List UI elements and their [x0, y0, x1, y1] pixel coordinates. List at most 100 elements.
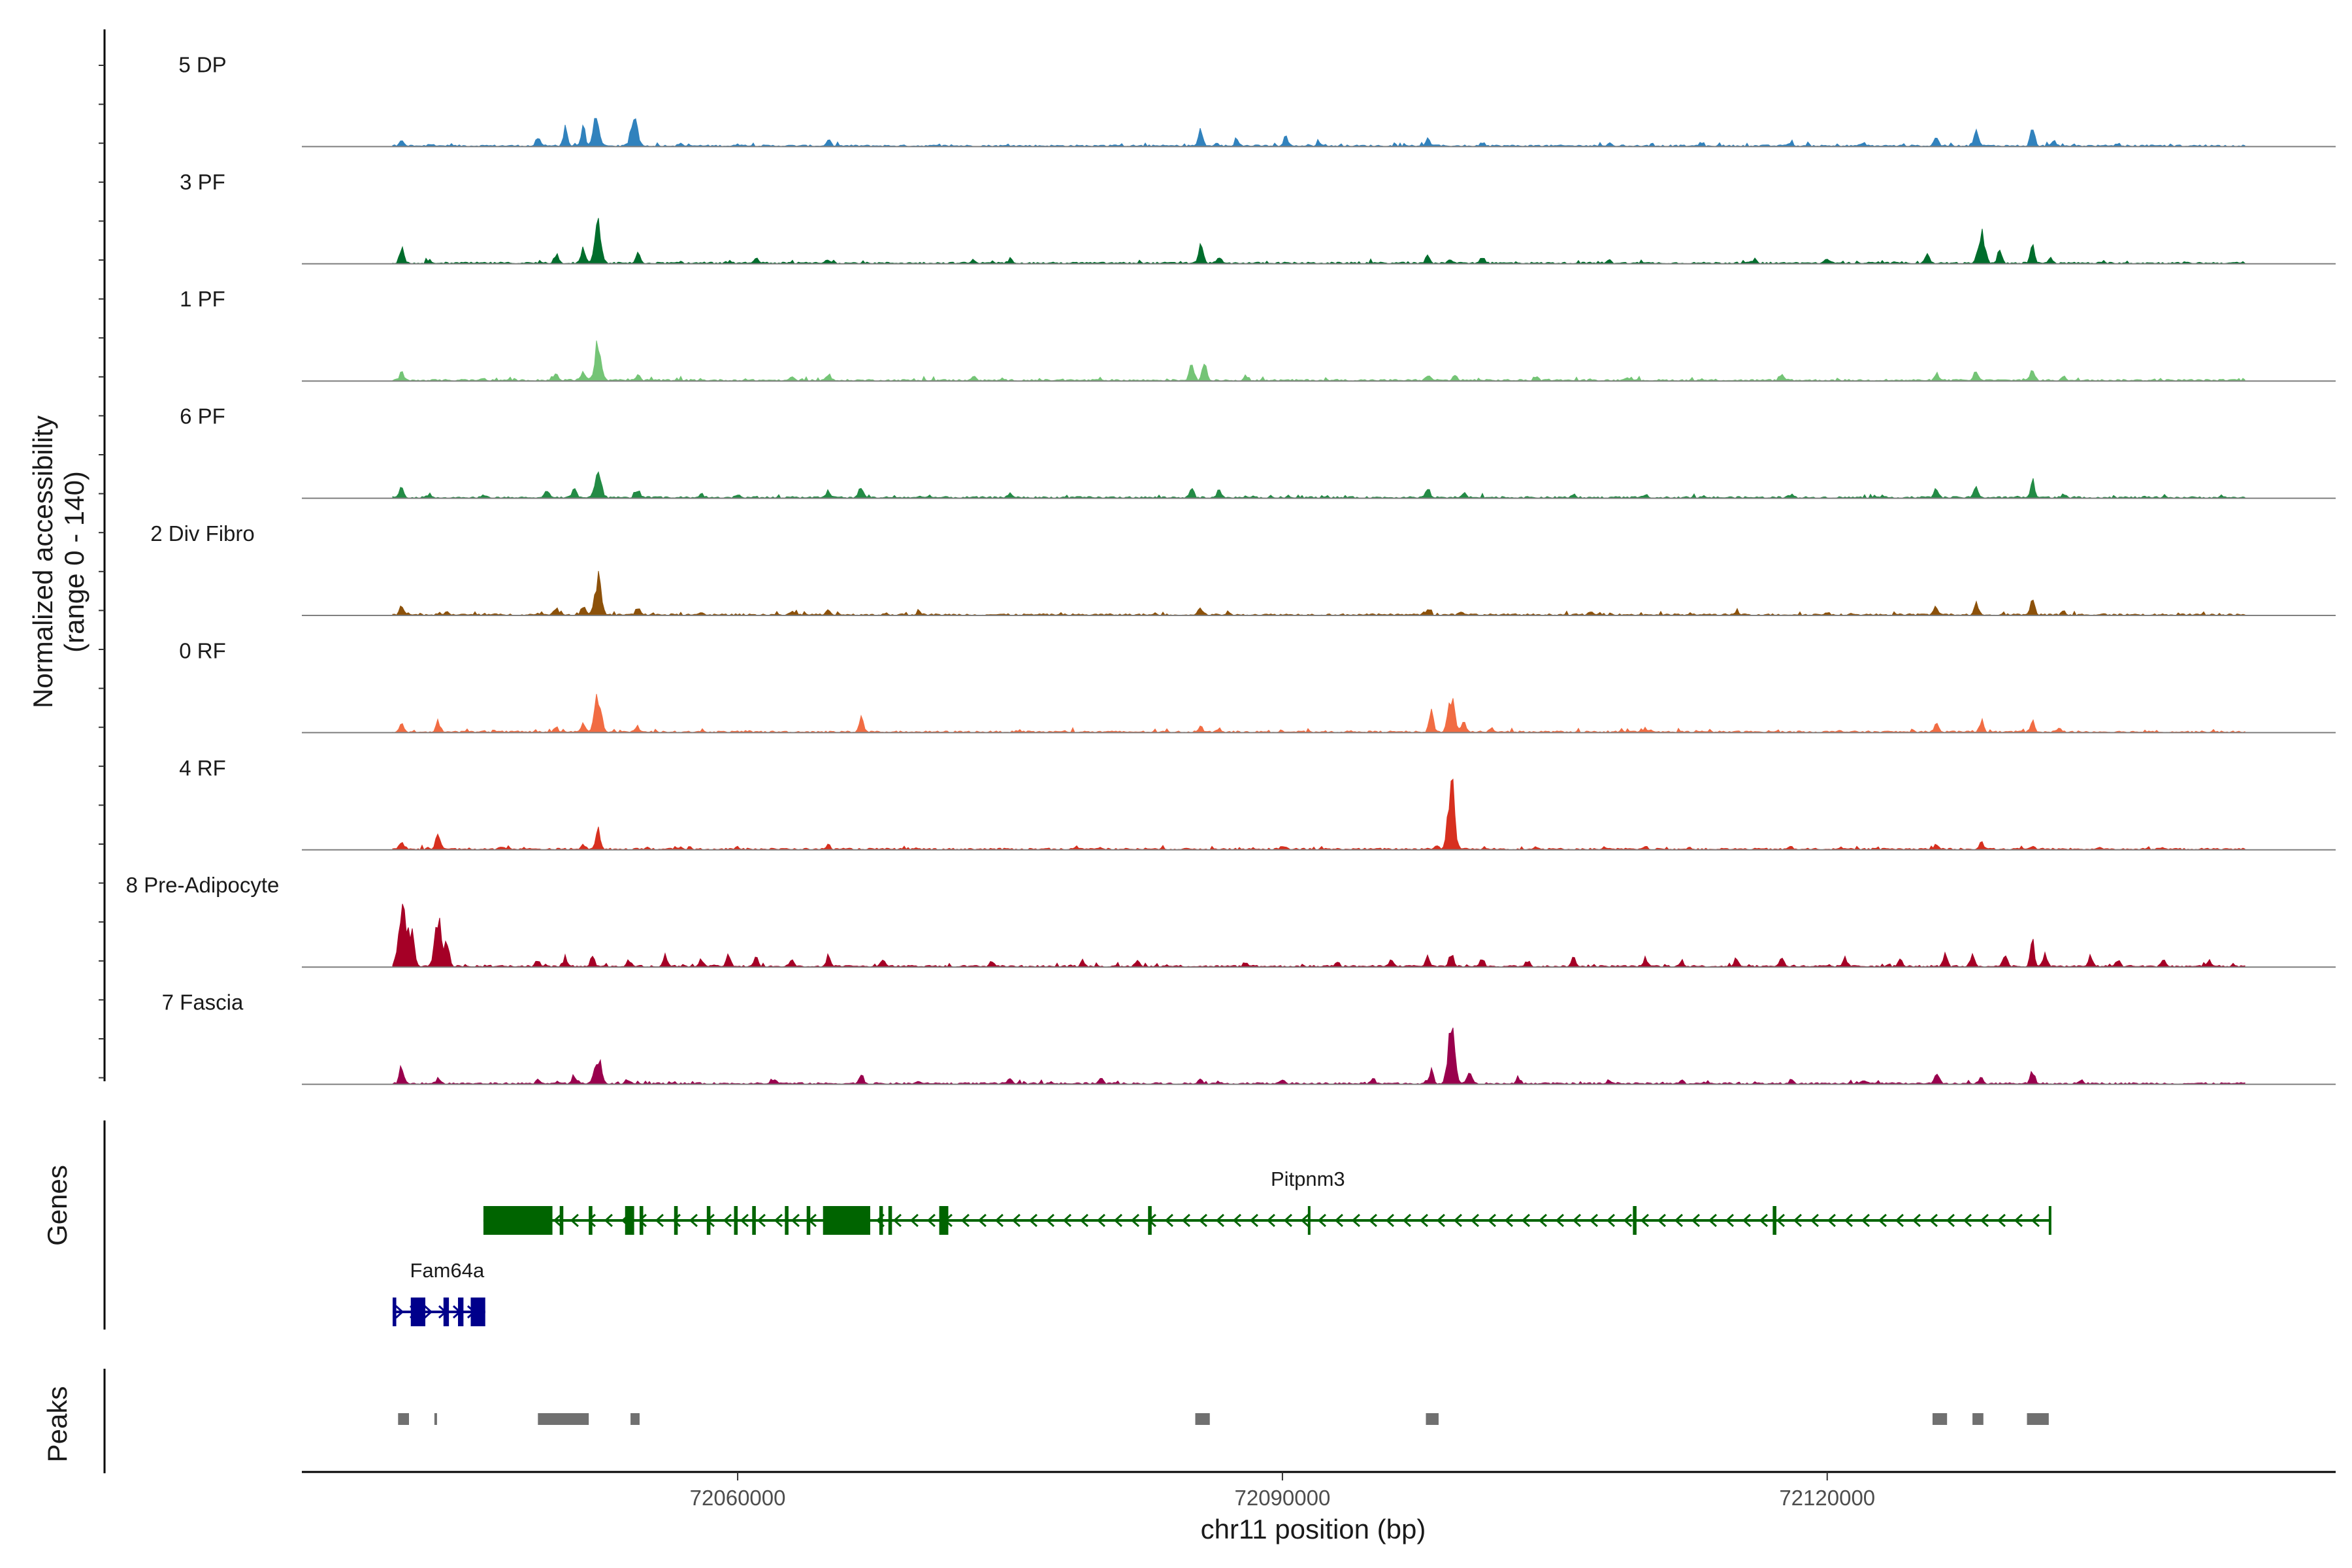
strand-arrow [1334, 1213, 1343, 1228]
strand-arrow [1436, 1213, 1445, 1228]
strand-arrow [2014, 1213, 2023, 1228]
strand-arrow [1997, 1213, 2006, 1228]
strand-arrow [1776, 1213, 1785, 1228]
strand-arrow [1266, 1213, 1275, 1228]
track-7-fascia: 7 Fascia [162, 990, 2336, 1085]
strand-arrow [1283, 1213, 1292, 1228]
strand-arrow [1895, 1213, 1904, 1228]
strand-arrow [791, 1213, 800, 1228]
peak-region [398, 1413, 409, 1425]
strand-arrow [570, 1213, 579, 1228]
gene-label: Fam64a [410, 1259, 484, 1282]
strand-arrow [1300, 1213, 1309, 1228]
strand-arrow [1929, 1213, 1938, 1228]
gene-exon [559, 1206, 564, 1235]
strand-arrow [1759, 1213, 1768, 1228]
track-label: 2 Div Fibro [150, 521, 255, 546]
strand-arrow [395, 1305, 404, 1319]
gene-exon [625, 1206, 634, 1235]
gene-exon [674, 1206, 678, 1235]
coverage-area [392, 471, 2246, 499]
peaks-track [103, 1369, 2049, 1473]
strand-arrow [1079, 1213, 1088, 1228]
strand-arrow [977, 1213, 987, 1228]
track-label: 1 PF [180, 287, 225, 311]
track-5-dp: 5 DP [178, 52, 2336, 148]
strand-arrow [723, 1213, 732, 1228]
gene-exon [483, 1206, 553, 1235]
strand-arrow [2031, 1213, 2040, 1228]
strand-arrow [909, 1213, 919, 1228]
gene-exon [734, 1206, 738, 1235]
gene-exon [706, 1206, 711, 1235]
strand-arrow [638, 1213, 647, 1228]
track-2-div-fibro: 2 Div Fibro [150, 521, 2336, 616]
strand-arrow [774, 1213, 783, 1228]
strand-arrow [655, 1213, 664, 1228]
genes-track: Pitpnm3 Fam64a [103, 1120, 2051, 1330]
strand-arrow [1640, 1213, 1649, 1228]
x-axis-title: chr11 position (bp) [1201, 1514, 1426, 1544]
track-label: 5 DP [178, 52, 226, 76]
coverage-tracks: 5 DP 3 PF 1 PF 6 PF 2 Div Fibro 0 RF 4 RF 8 Pre… [126, 52, 2336, 1085]
strand-arrow [1164, 1213, 1173, 1228]
strand-arrow [553, 1213, 562, 1228]
strand-arrow [740, 1213, 749, 1228]
peak-region [1195, 1413, 1210, 1425]
gene-exon [823, 1206, 870, 1235]
strand-arrow [672, 1213, 681, 1228]
gene-exon [1633, 1206, 1637, 1235]
gene-exon [1772, 1206, 1776, 1235]
strand-arrow [1232, 1213, 1241, 1228]
strand-arrow [1878, 1213, 1887, 1228]
strand-arrow [1912, 1213, 1921, 1228]
track-6-pf: 6 PF [180, 404, 2336, 499]
gene-exon [470, 1298, 485, 1326]
coverage-area [392, 778, 2246, 851]
genes-axis-title: Genes [42, 1165, 73, 1246]
strand-arrow [1572, 1213, 1581, 1228]
gene-exon [458, 1298, 464, 1326]
strand-arrow [1623, 1213, 1632, 1228]
coverage-area [392, 694, 2246, 734]
strand-arrow [1827, 1213, 1836, 1228]
y-axis-title-line1: Normalized accessibility [27, 416, 58, 708]
strand-arrow [1062, 1213, 1071, 1228]
track-label: 6 PF [180, 404, 225, 429]
strand-arrow [1742, 1213, 1751, 1228]
track-4-rf: 4 RF [179, 756, 2336, 851]
track-8-pre-adipocyte: 8 Pre-Adipocyte [126, 873, 2336, 968]
strand-arrow [1674, 1213, 1683, 1228]
gene-exon [806, 1206, 811, 1235]
peak-region [1972, 1413, 1984, 1425]
strand-arrow [1368, 1213, 1377, 1228]
peak-region [434, 1413, 437, 1425]
x-tick-label: 72090000 [1234, 1486, 1330, 1510]
track-label: 3 PF [180, 170, 225, 194]
strand-arrow [1385, 1213, 1394, 1228]
track-label: 8 Pre-Adipocyte [126, 873, 280, 897]
coverage-area [392, 218, 2246, 265]
gene-exon [639, 1206, 644, 1235]
gene-exon [888, 1206, 892, 1235]
strand-arrow [1181, 1213, 1190, 1228]
strand-arrow [1980, 1213, 1989, 1228]
gene-exon [1307, 1206, 1311, 1235]
strand-arrow [1861, 1213, 1870, 1228]
peak-region [1932, 1413, 1948, 1425]
strand-arrow [1946, 1213, 1955, 1228]
strand-arrow [1606, 1213, 1615, 1228]
strand-arrow [1402, 1213, 1411, 1228]
strand-arrow [1045, 1213, 1054, 1228]
strand-arrow [1487, 1213, 1496, 1228]
strand-arrow [757, 1213, 766, 1228]
strand-arrow [1028, 1213, 1037, 1228]
strand-arrow [1317, 1213, 1326, 1228]
coverage-area [392, 340, 2246, 382]
gene-exon [392, 1298, 397, 1326]
peak-region [630, 1413, 640, 1425]
strand-arrow [1844, 1213, 1853, 1228]
strand-arrow [1215, 1213, 1224, 1228]
coverage-area [392, 904, 2246, 968]
